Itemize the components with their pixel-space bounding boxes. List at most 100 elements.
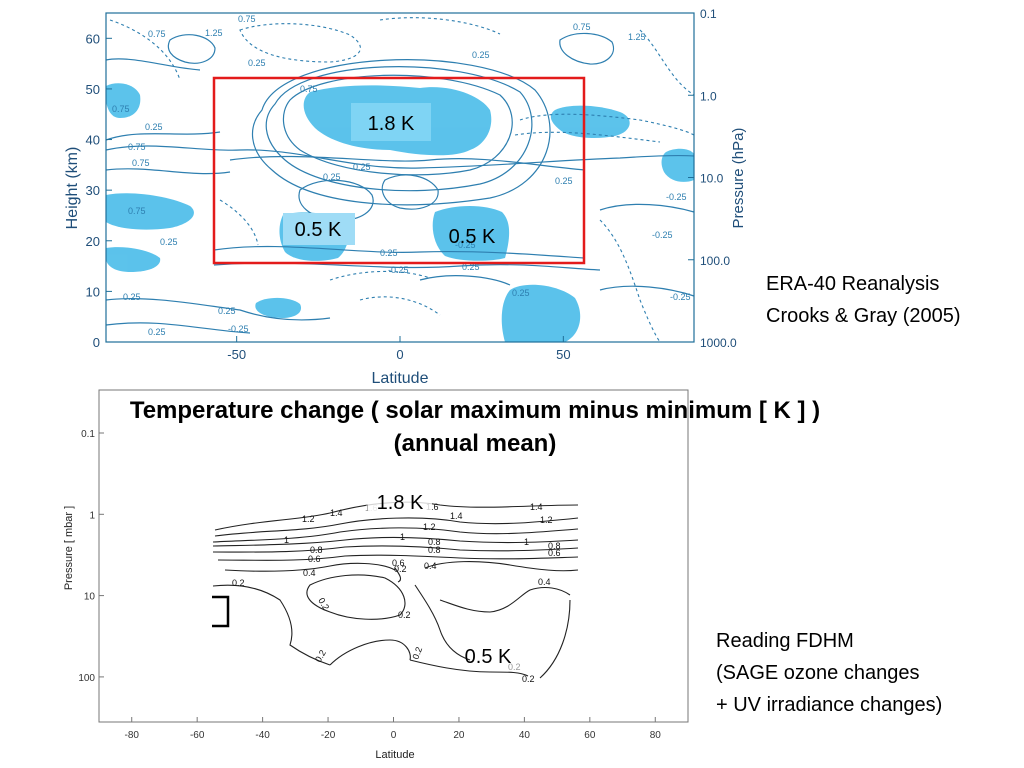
- main-title: Temperature change ( solar maximum minus…: [0, 394, 950, 460]
- contour-label: 0.8: [548, 541, 561, 551]
- contour-label: 1.4: [450, 511, 463, 521]
- top-right-axis-label: Pressure (hPa): [730, 128, 747, 229]
- contour-label: -0.25: [652, 230, 673, 240]
- shaded-region-left-edge-high: [105, 83, 141, 118]
- contour-label: -0.25: [388, 265, 409, 275]
- contour-label: 1: [284, 535, 289, 545]
- note-bottom-line: (SAGE ozone changes: [716, 662, 920, 684]
- contour-label: 0.8: [428, 545, 441, 555]
- annotation-bg-1-8: [351, 103, 431, 141]
- contour-label: 0.6: [392, 558, 405, 568]
- x-tick-label: -80: [124, 730, 139, 741]
- contour-label: 1: [524, 537, 529, 547]
- top-x-axis-label: Latitude: [372, 370, 429, 387]
- contour-label: 0.4: [538, 577, 551, 587]
- contour-label: 0.6: [308, 554, 321, 564]
- right-tick-label: 0.1: [700, 7, 717, 21]
- x-tick-label: 0: [396, 347, 403, 362]
- annotation-bg-1-8-bottom: [368, 488, 432, 514]
- contour-label: 0.25: [380, 248, 398, 258]
- x-tick-label: 50: [556, 347, 570, 362]
- contour-label: 0.2: [313, 648, 328, 664]
- right-tick-label: 100.0: [700, 254, 730, 268]
- contour-label: 1.25: [205, 28, 223, 38]
- contour-label: 0.25: [512, 288, 530, 298]
- contour-label: 0.2: [410, 646, 424, 661]
- contour-label: -0.25: [228, 324, 249, 334]
- shaded-region-bottom-right: [501, 284, 581, 342]
- bottom-contour-plot: 1.4 1.6 1.6 1.4 1.4 1.2 1.2 1.2 1 1 1 0.…: [63, 389, 689, 761]
- bottom-contour-lines: [212, 501, 579, 679]
- bottom-x-axis-label: Latitude: [375, 749, 414, 761]
- shaded-region-right-upper: [550, 105, 630, 138]
- contour-label: 1.4: [530, 502, 543, 512]
- top-contour-lines: [105, 32, 695, 334]
- contour-label: 0.2: [232, 578, 245, 588]
- annotation-bg-0-5-left: [283, 213, 355, 245]
- annotation-peak: 1.8 K: [368, 113, 415, 135]
- x-tick-label: -50: [227, 347, 246, 362]
- contour-label: 0.8: [310, 545, 323, 555]
- x-tick-label: 40: [519, 730, 531, 741]
- bottom-x-ticks: -80 -60 -40 -20 0 20 40 60 80: [124, 717, 661, 741]
- contour-label: 0.25: [145, 122, 163, 132]
- x-tick-label: 0: [391, 730, 397, 741]
- x-tick-label: 20: [453, 730, 465, 741]
- contour-label: 0.75: [128, 206, 146, 216]
- y-tick-label: 30: [86, 183, 100, 198]
- contour-label: 0.25: [160, 237, 178, 247]
- x-tick-label: 60: [584, 730, 596, 741]
- contour-label: 0.25: [462, 262, 480, 272]
- annotation-peak-bottom: 1.8 K: [377, 492, 424, 514]
- shaded-region-left-edge-low: [106, 247, 161, 272]
- contour-label: 0.75: [238, 14, 256, 24]
- bottom-contour-labels: 1.4 1.6 1.6 1.4 1.4 1.2 1.2 1.2 1 1 1 0.…: [232, 502, 561, 684]
- contour-label: 1: [400, 532, 405, 542]
- y-tick-label: 0: [93, 335, 100, 350]
- contour-label: 0.75: [300, 84, 318, 94]
- right-tick-label: 1000.0: [700, 336, 737, 350]
- x-tick-label: -20: [321, 730, 336, 741]
- contour-label: 0.75: [128, 142, 146, 152]
- contour-label: -0.25: [670, 292, 691, 302]
- top-x-ticks: -50 0 50: [227, 336, 571, 362]
- contour-label: 0.4: [424, 561, 437, 571]
- shaded-region-right-edge: [661, 148, 694, 182]
- shaded-region-bottom-left: [255, 297, 302, 318]
- contour-label: 1.4: [330, 508, 343, 518]
- shaded-region-lower-right: [432, 206, 510, 261]
- contour-label: 0.2: [394, 564, 407, 574]
- y-tick-label: 60: [86, 31, 100, 46]
- contour-label: 0.25: [472, 50, 490, 60]
- contour-label: 0.2: [398, 610, 411, 620]
- top-contour-labels: 0.75 0.75 1.25 1.25 0.75 0.25 0.25 0.25 …: [112, 14, 691, 337]
- contour-label: -0.25: [455, 240, 476, 250]
- top-plot-frame: [105, 12, 695, 343]
- highlight-box: [212, 76, 586, 265]
- y-tick-label: 40: [86, 133, 100, 148]
- contour-label: 1.2: [423, 522, 436, 532]
- contour-label: 0.75: [112, 104, 130, 114]
- annotation-low-left: 0.5 K: [295, 219, 342, 241]
- y-tick-label: 10: [84, 592, 96, 603]
- top-dashed-contour-lines: [109, 17, 695, 343]
- main-title-line-1: Temperature change ( solar maximum minus…: [129, 397, 821, 424]
- note-top-line: ERA-40 Reanalysis: [766, 273, 940, 295]
- top-contour-plot: 0.75 0.75 1.25 1.25 0.75 0.25 0.25 0.25 …: [64, 7, 747, 387]
- annotation-low-right: 0.5 K: [449, 226, 496, 248]
- note-top: ERA-40 Reanalysis Crooks & Gray (2005): [766, 268, 961, 332]
- contour-label: 1.2: [302, 514, 315, 524]
- shaded-region-left-edge-mid: [106, 193, 194, 230]
- y-tick-label: 50: [86, 82, 100, 97]
- contour-label: 0.25: [218, 306, 236, 316]
- note-top-line: Crooks & Gray (2005): [766, 305, 961, 327]
- note-bottom: Reading FDHM (SAGE ozone changes + UV ir…: [716, 625, 942, 721]
- contour-label: 0.75: [148, 29, 166, 39]
- top-right-ticks: 0.1 1.0 10.0 100.0 1000.0: [688, 7, 737, 350]
- y-tick-label: 100: [78, 673, 95, 684]
- bottom-y-axis-label: Pressure [ mbar ]: [63, 506, 75, 590]
- top-shaded-regions: [105, 83, 694, 342]
- note-bottom-line: + UV irradiance changes): [716, 694, 943, 716]
- top-y-axis-label: Height (km): [64, 147, 81, 230]
